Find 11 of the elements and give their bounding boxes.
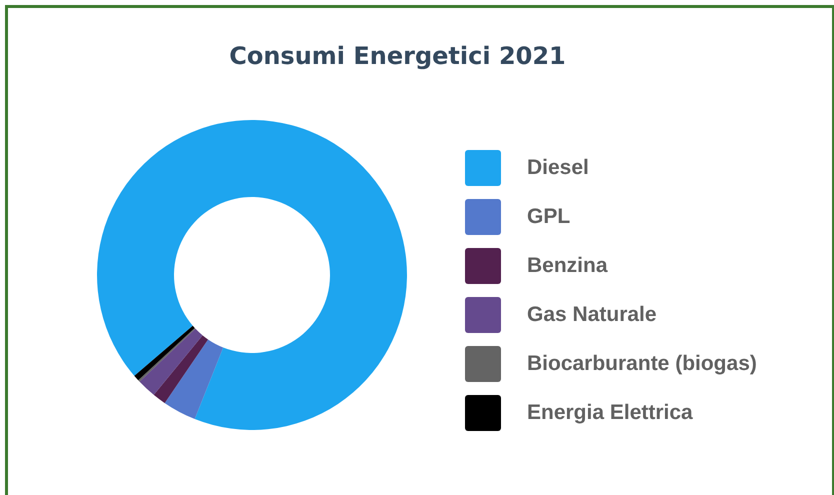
legend-label: Benzina — [527, 254, 608, 278]
donut-slice — [154, 335, 208, 404]
legend-label: Gas Naturale — [527, 302, 657, 326]
donut-slice — [97, 120, 407, 430]
legend-label: GPL — [527, 204, 570, 228]
legend-label: Diesel — [527, 156, 589, 180]
legend-label: Biocarburante (biogas) — [527, 352, 757, 376]
donut-slice — [140, 328, 203, 395]
chart-title: Consumi Energetici 2021 — [228, 42, 567, 70]
donut-slice — [164, 339, 224, 420]
legend-label: Energia Elettrica — [527, 400, 693, 424]
